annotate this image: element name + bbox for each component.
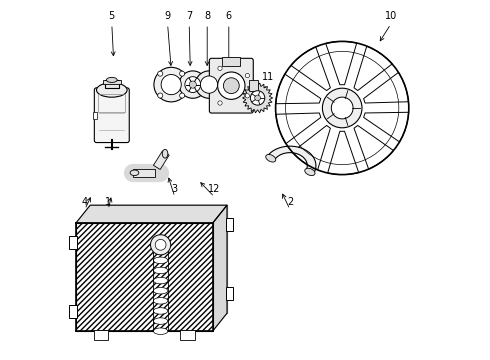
Circle shape (250, 91, 265, 105)
Text: 1: 1 (105, 197, 111, 207)
Polygon shape (328, 131, 359, 175)
Bar (222, 57, 240, 66)
FancyArrow shape (133, 169, 155, 177)
Bar (90, 205, 227, 313)
Bar (225, 218, 233, 231)
Bar (76, 223, 213, 331)
Polygon shape (364, 72, 409, 103)
Polygon shape (354, 126, 393, 169)
Ellipse shape (162, 149, 168, 158)
Polygon shape (291, 47, 330, 90)
Circle shape (158, 71, 163, 76)
Ellipse shape (106, 77, 117, 82)
Ellipse shape (153, 287, 168, 294)
Polygon shape (364, 112, 409, 142)
Ellipse shape (153, 267, 168, 274)
Circle shape (185, 77, 201, 93)
Polygon shape (292, 126, 330, 170)
Bar (93, 112, 97, 119)
Text: 10: 10 (385, 11, 397, 21)
Circle shape (245, 73, 249, 78)
Ellipse shape (153, 318, 168, 324)
Ellipse shape (153, 308, 168, 314)
Polygon shape (276, 113, 321, 144)
Circle shape (218, 66, 222, 71)
Bar (94, 330, 108, 340)
Circle shape (196, 71, 222, 98)
Ellipse shape (130, 170, 139, 176)
Circle shape (155, 239, 166, 250)
Bar (180, 330, 195, 340)
Text: 6: 6 (226, 11, 232, 21)
Ellipse shape (153, 298, 168, 304)
Text: 5: 5 (109, 11, 115, 21)
Circle shape (322, 88, 362, 128)
Circle shape (179, 71, 206, 98)
Bar (98, 94, 125, 112)
Text: 12: 12 (208, 184, 220, 194)
Polygon shape (276, 74, 321, 104)
Circle shape (331, 97, 353, 119)
Circle shape (158, 93, 163, 98)
Bar (103, 80, 121, 84)
Text: 9: 9 (165, 11, 171, 21)
Polygon shape (326, 41, 357, 85)
Text: 2: 2 (287, 197, 293, 207)
Ellipse shape (153, 328, 168, 334)
Text: 3: 3 (172, 184, 178, 194)
Bar (105, 80, 119, 88)
FancyArrow shape (153, 151, 169, 170)
Circle shape (218, 72, 245, 99)
Polygon shape (354, 46, 392, 90)
FancyBboxPatch shape (209, 58, 253, 113)
Text: 8: 8 (204, 11, 210, 21)
Circle shape (150, 235, 171, 255)
Bar (69, 236, 77, 249)
Circle shape (245, 94, 249, 98)
Bar (186, 81, 194, 88)
Bar (69, 305, 77, 318)
Text: 11: 11 (262, 72, 274, 82)
Bar (225, 287, 233, 300)
Circle shape (200, 76, 218, 93)
Bar (248, 80, 258, 91)
Ellipse shape (97, 83, 127, 97)
Circle shape (189, 81, 196, 88)
Circle shape (154, 67, 189, 102)
Text: 4: 4 (82, 197, 88, 207)
Circle shape (218, 101, 222, 105)
Polygon shape (267, 146, 316, 173)
Text: 7: 7 (186, 11, 192, 21)
Polygon shape (243, 83, 273, 113)
Ellipse shape (266, 154, 276, 162)
Ellipse shape (153, 257, 168, 264)
FancyBboxPatch shape (95, 88, 129, 143)
Ellipse shape (305, 168, 315, 176)
Circle shape (223, 78, 239, 94)
Polygon shape (213, 205, 227, 331)
Ellipse shape (153, 277, 168, 284)
Circle shape (180, 93, 185, 98)
Circle shape (180, 71, 185, 76)
Polygon shape (76, 205, 227, 223)
Circle shape (161, 75, 181, 95)
Circle shape (255, 95, 261, 101)
